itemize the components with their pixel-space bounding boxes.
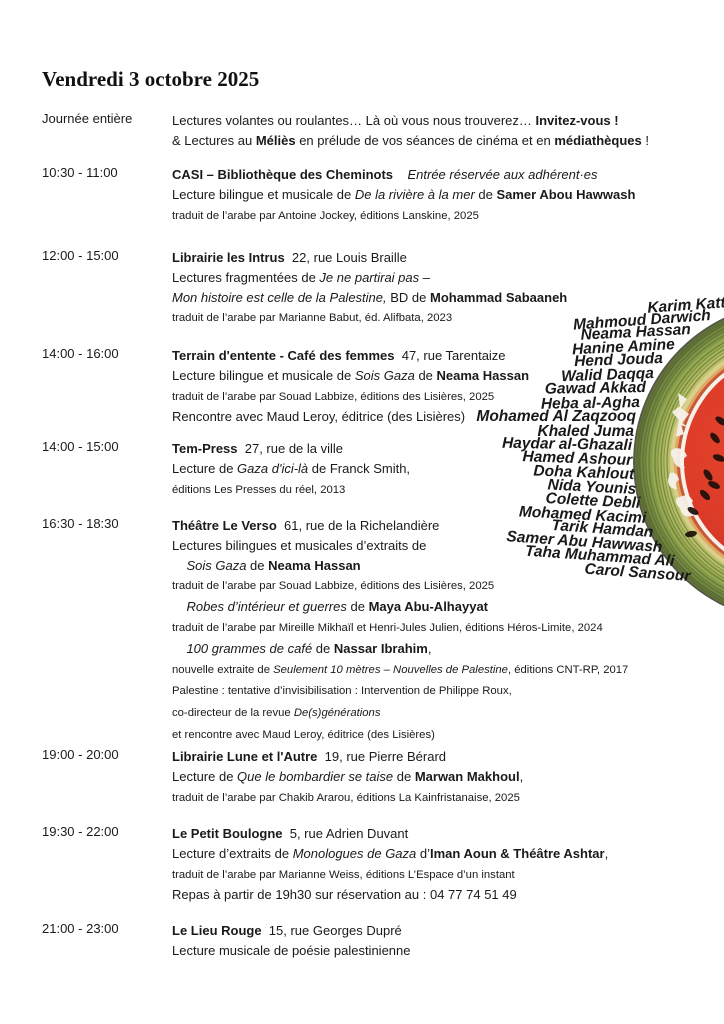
- svg-text:Carol Sansour: Carol Sansour: [584, 561, 692, 585]
